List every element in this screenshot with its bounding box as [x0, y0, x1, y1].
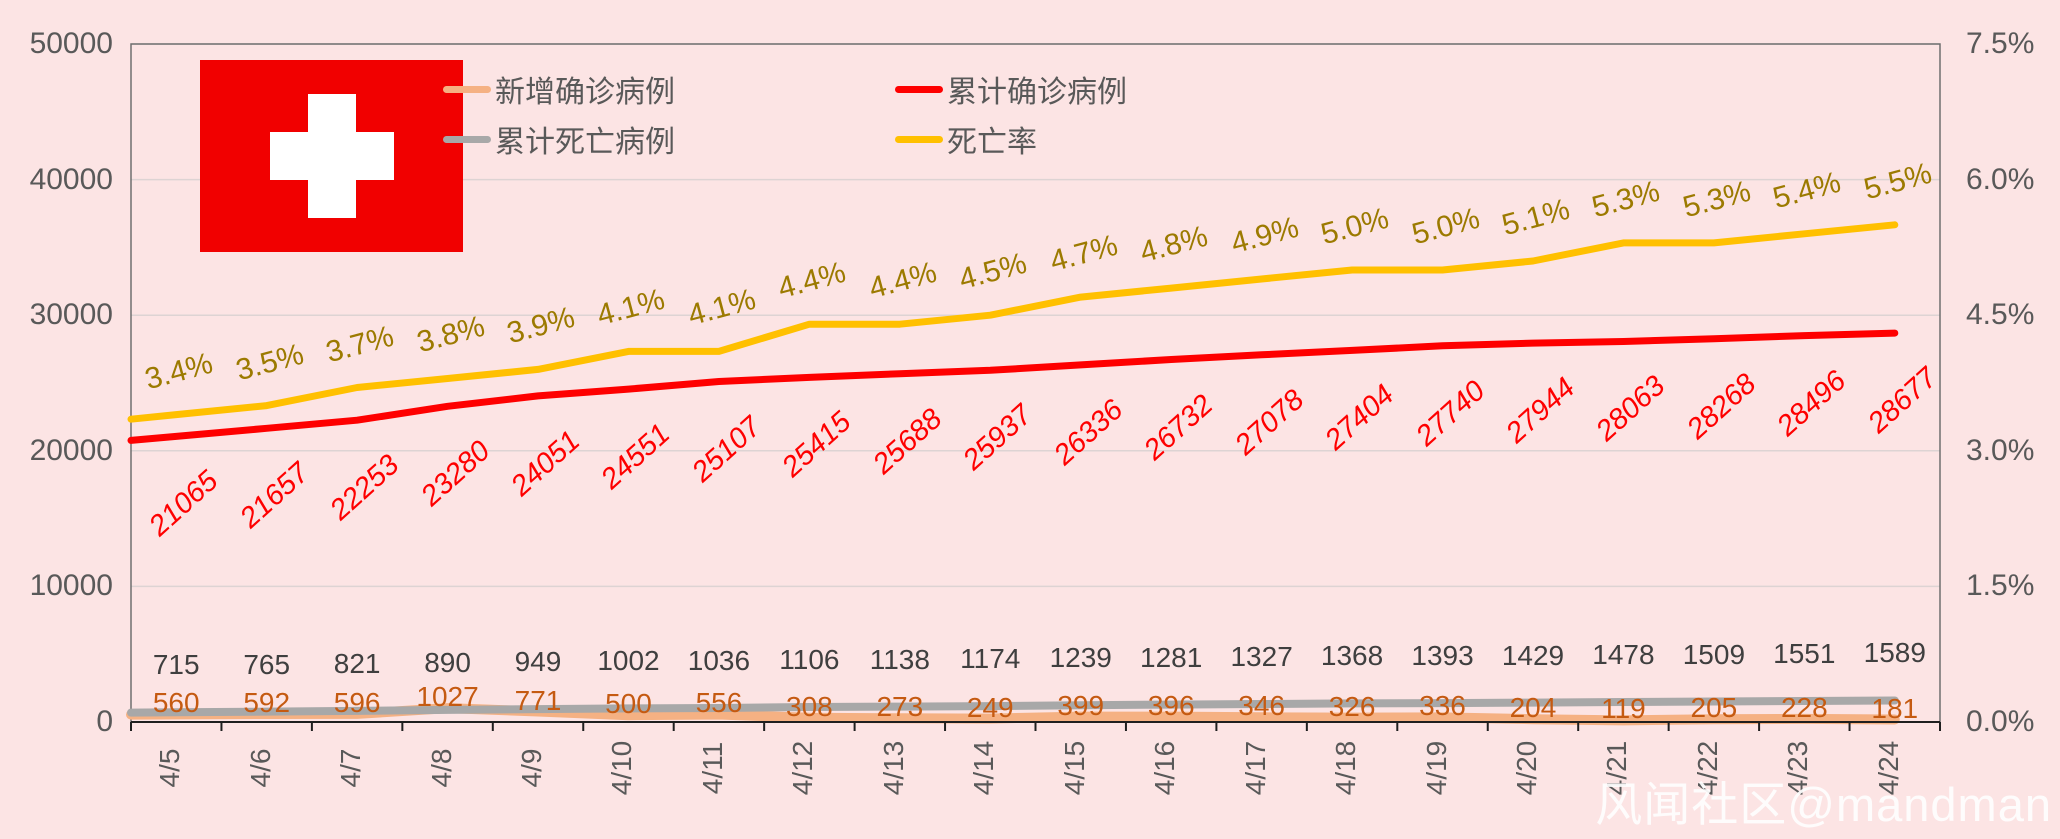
legend-line-swatch-cumulative-deaths [443, 135, 491, 143]
legend-label: 累计确诊病例 [947, 76, 1127, 109]
legend-line-swatch-cumulative-confirmed [895, 85, 943, 93]
legend-line-swatch-death-rate [895, 135, 943, 143]
line-cumulative_deaths [127, 696, 1899, 717]
legend-item-new-confirmed: 新增确诊病例 [443, 72, 675, 109]
legend-label: 新增确诊病例 [495, 76, 675, 109]
legend-label: 累计死亡病例 [495, 126, 675, 159]
legend-label: 死亡率 [947, 126, 1037, 159]
switzerland-flag-icon [200, 60, 463, 252]
legend-item-death-rate: 死亡率 [895, 122, 1037, 159]
line-cumulative_confirmed [127, 329, 1899, 444]
line-death_rate [127, 221, 1899, 423]
legend-item-cumulative-confirmed: 累计确诊病例 [895, 72, 1127, 109]
legend-line-swatch-new-confirmed [443, 85, 491, 93]
flag-cross-icon [269, 132, 394, 180]
watermark: 风闻社区@mandman [1595, 778, 2052, 831]
legend-item-cumulative-deaths: 累计死亡病例 [443, 122, 675, 159]
